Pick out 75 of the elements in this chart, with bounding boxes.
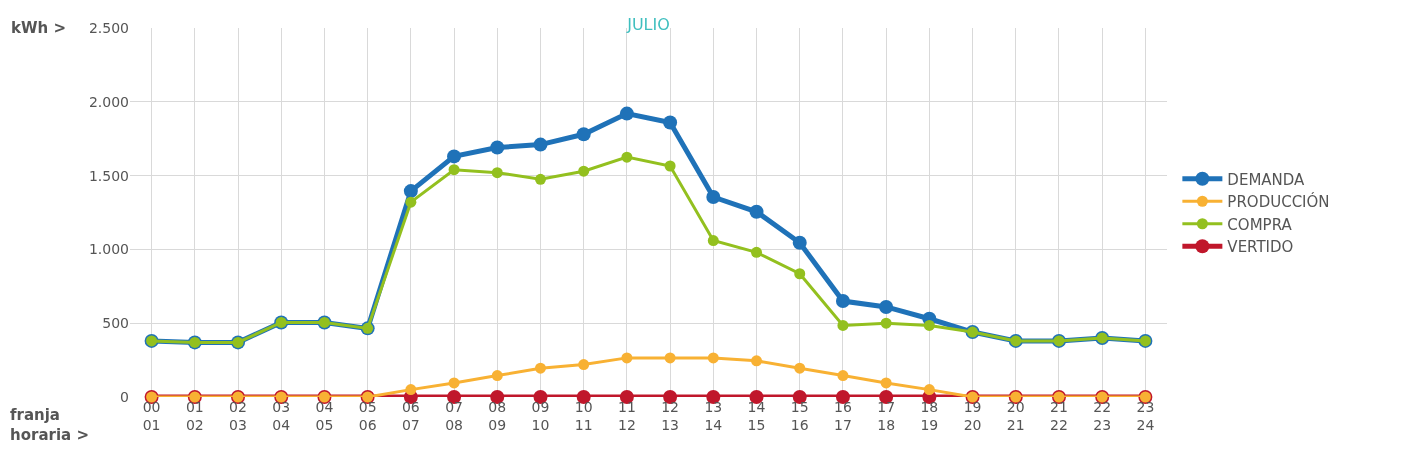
point (534, 173, 546, 185)
point (447, 149, 462, 164)
legend-label: DEMANDA (1227, 170, 1306, 189)
y-tick-label: 0 (120, 388, 129, 405)
point (707, 352, 719, 364)
point (619, 106, 634, 121)
x-tick-label: 07 08 (445, 399, 463, 434)
point (448, 377, 460, 389)
point (534, 362, 546, 374)
x-tick-label: 14 15 (747, 399, 766, 434)
y-tick-label: 2.000 (88, 93, 129, 110)
point (835, 294, 850, 309)
legend-label: COMPRA (1227, 215, 1293, 234)
point (533, 137, 548, 152)
point (403, 184, 418, 199)
x-tick-label: 20 21 (1006, 399, 1025, 434)
y-tick-label: 2.500 (88, 19, 129, 36)
point (664, 352, 676, 364)
point (405, 196, 417, 208)
point (837, 370, 849, 382)
legend-label: VERTIDO (1227, 238, 1294, 257)
point (749, 204, 764, 219)
point (405, 384, 417, 396)
point (491, 167, 503, 179)
point (880, 377, 892, 389)
x-tick-label: 00 01 (142, 399, 161, 434)
x-tick-label: 06 07 (401, 399, 420, 434)
x-tick-label: 15 16 (790, 399, 809, 434)
point (794, 268, 806, 280)
point (578, 165, 590, 177)
x-tick-label: 17 18 (877, 399, 896, 434)
point (794, 362, 806, 374)
x-tick-label: 19 20 (963, 399, 982, 434)
x-tick-label: 18 19 (920, 399, 939, 434)
point (664, 160, 676, 172)
point (706, 190, 721, 204)
point (879, 299, 894, 314)
point (707, 235, 719, 247)
x-tick-label: 03 04 (272, 399, 291, 434)
x-tick-label: 01 02 (185, 399, 204, 434)
x-tick-label: 05 06 (358, 399, 377, 434)
point (491, 370, 503, 382)
x-tick-label: 11 12 (617, 399, 636, 434)
y-tick-label: 500 (102, 315, 129, 332)
x-tick-label: 16 17 (834, 399, 852, 434)
x-tick-label: 09 10 (531, 399, 550, 434)
point (578, 359, 590, 371)
point (751, 246, 763, 258)
point (923, 319, 935, 331)
point (621, 151, 633, 163)
x-tick-label: 10 11 (574, 399, 593, 434)
x-tick-label: 13 14 (704, 399, 723, 434)
y-tick-label: 1.500 (88, 167, 129, 184)
point (923, 384, 935, 396)
point (663, 115, 678, 130)
x-tick-label: 04 05 (315, 399, 334, 434)
point (576, 127, 591, 142)
point (751, 355, 763, 367)
x-tick-label: 23 24 (1136, 399, 1155, 434)
x-tick-label: 22 23 (1093, 399, 1112, 434)
point (880, 317, 892, 329)
x-tick-label: 08 09 (488, 399, 507, 434)
y-tick-label: 1.000 (88, 241, 129, 258)
legend-label: PRODUCCIÓN (1227, 192, 1330, 212)
x-tick-label: 21 22 (1050, 399, 1068, 434)
point (837, 319, 849, 331)
point (490, 140, 505, 155)
x-tick-label: 02 03 (229, 399, 247, 434)
chart-title: JULIO (626, 15, 670, 35)
x-tick-label: 12 13 (661, 399, 680, 434)
x-axis-title: franja horaria > (10, 406, 89, 444)
point (792, 235, 807, 250)
point (448, 164, 460, 176)
point (621, 352, 633, 364)
y-axis-title: kWh > (11, 19, 66, 37)
